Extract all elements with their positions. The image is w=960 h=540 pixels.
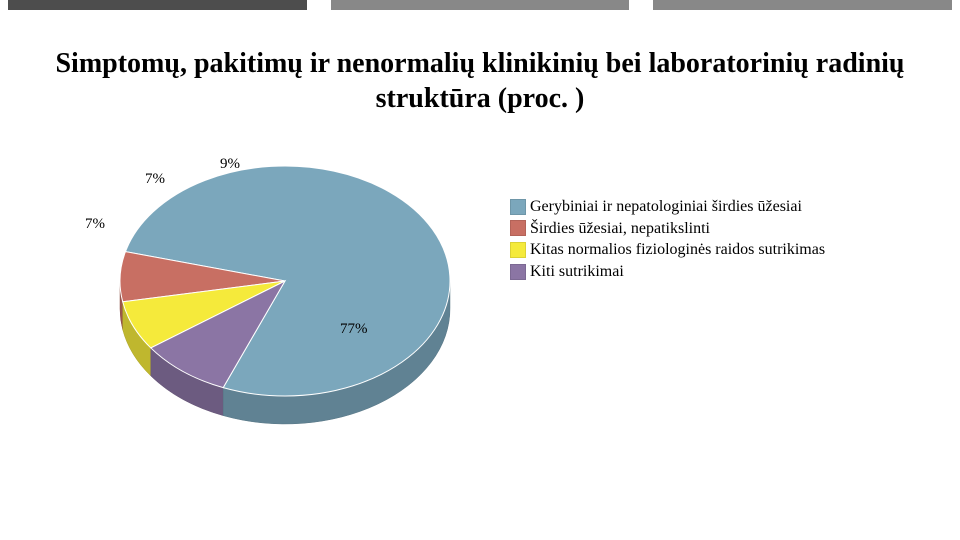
legend-item: Širdies ūžesiai, nepatikslinti <box>510 218 825 240</box>
pie-data-label: 7% <box>145 171 165 188</box>
legend-swatch <box>510 220 526 236</box>
legend-item: Kitas normalios fiziologinės raidos sutr… <box>510 239 825 261</box>
page-title: Simptomų, pakitimų ir nenormalių kliniki… <box>40 46 920 116</box>
pie-data-label: 9% <box>220 156 240 173</box>
accent-bar <box>331 0 630 10</box>
legend-label: Širdies ūžesiai, nepatikslinti <box>530 218 710 240</box>
legend-swatch <box>510 242 526 258</box>
legend-item: Gerybiniai ir nepatologiniai širdies ūže… <box>510 196 825 218</box>
legend-label: Kiti sutrikimai <box>530 261 624 283</box>
legend-swatch <box>510 264 526 280</box>
pie-data-label: 7% <box>85 216 105 233</box>
pie-chart: 77% 7% 7% 9% <box>60 136 490 436</box>
legend: Gerybiniai ir nepatologiniai širdies ūže… <box>510 196 825 282</box>
pie-chart-svg <box>60 136 490 436</box>
header-accent-bars <box>0 0 960 16</box>
legend-label: Kitas normalios fiziologinės raidos sutr… <box>530 239 825 261</box>
legend-label: Gerybiniai ir nepatologiniai širdies ūže… <box>530 196 802 218</box>
pie-data-label: 77% <box>340 321 368 338</box>
accent-bar <box>8 0 307 10</box>
legend-swatch <box>510 199 526 215</box>
accent-bar <box>653 0 952 10</box>
legend-item: Kiti sutrikimai <box>510 261 825 283</box>
content-row: 77% 7% 7% 9% Gerybiniai ir nepatologiniai š… <box>0 136 960 436</box>
